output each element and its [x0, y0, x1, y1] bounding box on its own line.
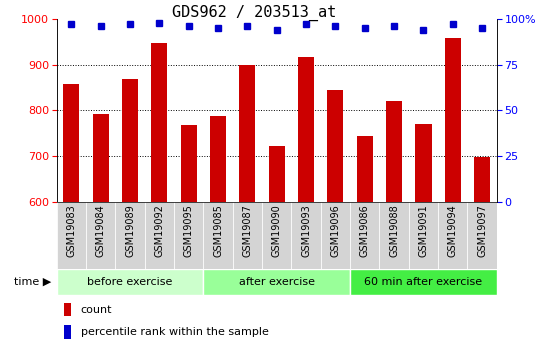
Bar	[204, 269, 350, 295]
Bar	[380, 202, 409, 269]
Bar	[438, 202, 468, 269]
Bar	[468, 202, 497, 269]
Bar	[415, 124, 431, 202]
Bar	[174, 202, 204, 269]
Text: GSM19083: GSM19083	[66, 204, 76, 257]
Text: GSM19088: GSM19088	[389, 204, 399, 257]
Bar	[57, 269, 204, 295]
Text: GSM19085: GSM19085	[213, 204, 223, 257]
Bar	[262, 202, 292, 269]
Text: GSM19092: GSM19092	[154, 204, 164, 257]
Bar	[321, 202, 350, 269]
Text: GDS962 / 203513_at: GDS962 / 203513_at	[172, 5, 336, 21]
Bar	[151, 43, 167, 202]
Bar	[350, 269, 497, 295]
Bar	[204, 202, 233, 269]
Bar	[327, 90, 343, 202]
Bar	[292, 202, 321, 269]
Text: GSM19086: GSM19086	[360, 204, 370, 257]
Text: time ▶: time ▶	[14, 277, 51, 287]
Text: GSM19084: GSM19084	[96, 204, 106, 257]
Bar	[210, 116, 226, 202]
Bar	[122, 79, 138, 202]
Bar	[239, 65, 255, 202]
Text: GSM19094: GSM19094	[448, 204, 458, 257]
Text: after exercise: after exercise	[239, 277, 315, 287]
Text: GSM19091: GSM19091	[418, 204, 428, 257]
Bar	[298, 57, 314, 202]
Bar	[445, 38, 461, 202]
Bar	[64, 325, 71, 339]
Text: count: count	[80, 305, 112, 315]
Bar	[64, 303, 71, 316]
Text: GSM19087: GSM19087	[242, 204, 252, 257]
Bar	[181, 125, 197, 202]
Text: GSM19097: GSM19097	[477, 204, 487, 257]
Bar	[116, 202, 145, 269]
Text: GSM19095: GSM19095	[184, 204, 194, 257]
Bar	[357, 136, 373, 202]
Text: GSM19093: GSM19093	[301, 204, 311, 257]
Bar	[474, 157, 490, 202]
Text: percentile rank within the sample: percentile rank within the sample	[80, 327, 268, 337]
Bar	[350, 202, 380, 269]
Bar	[269, 146, 285, 202]
Text: 60 min after exercise: 60 min after exercise	[364, 277, 483, 287]
Bar	[145, 202, 174, 269]
Bar	[409, 202, 438, 269]
Bar	[86, 202, 116, 269]
Text: GSM19090: GSM19090	[272, 204, 282, 257]
Text: before exercise: before exercise	[87, 277, 173, 287]
Bar	[233, 202, 262, 269]
Bar	[93, 114, 109, 202]
Bar	[386, 101, 402, 202]
Bar	[57, 202, 86, 269]
Text: GSM19089: GSM19089	[125, 204, 135, 257]
Text: GSM19096: GSM19096	[330, 204, 340, 257]
Bar	[63, 84, 79, 202]
